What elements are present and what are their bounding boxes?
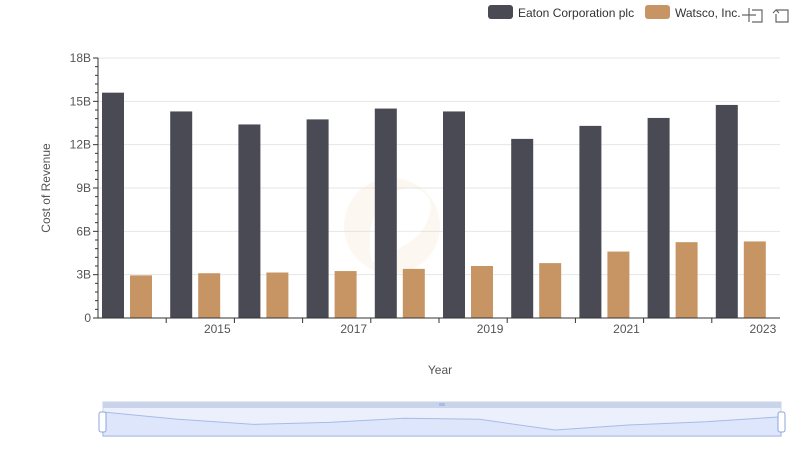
legend-label-eaton: Eaton Corporation plc [518,6,634,20]
bar-watsco-2014[interactable] [130,275,152,318]
y-tick-label: 12B [70,138,91,152]
y-axis-title: Cost of Revenue [39,143,53,233]
y-tick-label: 0 [84,311,91,325]
bar-eaton-2021[interactable] [579,125,602,318]
y-tick-label: 9B [76,181,91,195]
bar-watsco-2017[interactable] [334,271,357,318]
bar-series-group [102,92,766,319]
slider-grip-icon [439,403,445,406]
bar-eaton-2014[interactable] [102,92,124,319]
bar-eaton-2016[interactable] [238,124,261,318]
bar-watsco-2021[interactable] [607,251,630,318]
bar-watsco-2018[interactable] [402,268,425,318]
bar-watsco-2020[interactable] [539,263,562,318]
data-zoom-slider[interactable] [98,401,786,437]
reset-zoom-icon[interactable] [772,9,789,23]
slider-handle-left[interactable] [98,411,107,433]
bar-eaton-2019[interactable] [443,111,465,318]
legend-swatch-watsco [645,5,670,19]
x-axis-title: Year [428,363,452,377]
bar-watsco-2019[interactable] [471,266,493,318]
y-axis-ticks: 0 3B 6B 9B 12B 15B 18B [70,51,98,325]
bar-eaton-2018[interactable] [374,108,397,318]
zoom-icon[interactable] [742,8,763,23]
bar-eaton-2015[interactable] [170,111,193,318]
x-tick-label-2023: 2023 [750,322,777,336]
bar-watsco-2015[interactable] [198,273,221,318]
bar-eaton-2017[interactable] [306,119,329,318]
bar-watsco-2022[interactable] [675,242,698,318]
bar-eaton-2022[interactable] [647,117,670,318]
bar-watsco-2016[interactable] [266,272,289,319]
bar-eaton-2023[interactable] [715,104,738,318]
bar-watsco-2023[interactable] [743,241,766,318]
legend-label-watsco: Watsco, Inc. [675,6,741,20]
y-tick-label: 6B [76,224,91,238]
slider-selection[interactable] [103,408,781,436]
bar-eaton-2020[interactable] [511,138,534,318]
legend-item-eaton[interactable]: Eaton Corporation plc [488,5,634,20]
grid-lines [98,57,780,276]
legend-item-watsco[interactable]: Watsco, Inc. [645,5,741,20]
x-tick-label-2017: 2017 [340,322,367,336]
legend-swatch-eaton [488,5,513,19]
slider-handle-right[interactable] [777,411,786,433]
y-tick-label: 3B [76,268,91,282]
x-tick-label-2015: 2015 [204,322,231,336]
x-tick-label-2019: 2019 [477,322,504,336]
y-tick-label: 15B [70,94,91,108]
y-tick-label: 18B [70,51,91,65]
x-axis-ticks: 2015 2017 2019 2021 2023 [165,318,777,336]
legend[interactable]: Eaton Corporation plc Watsco, Inc. [488,5,741,20]
x-tick-label-2021: 2021 [613,322,640,336]
